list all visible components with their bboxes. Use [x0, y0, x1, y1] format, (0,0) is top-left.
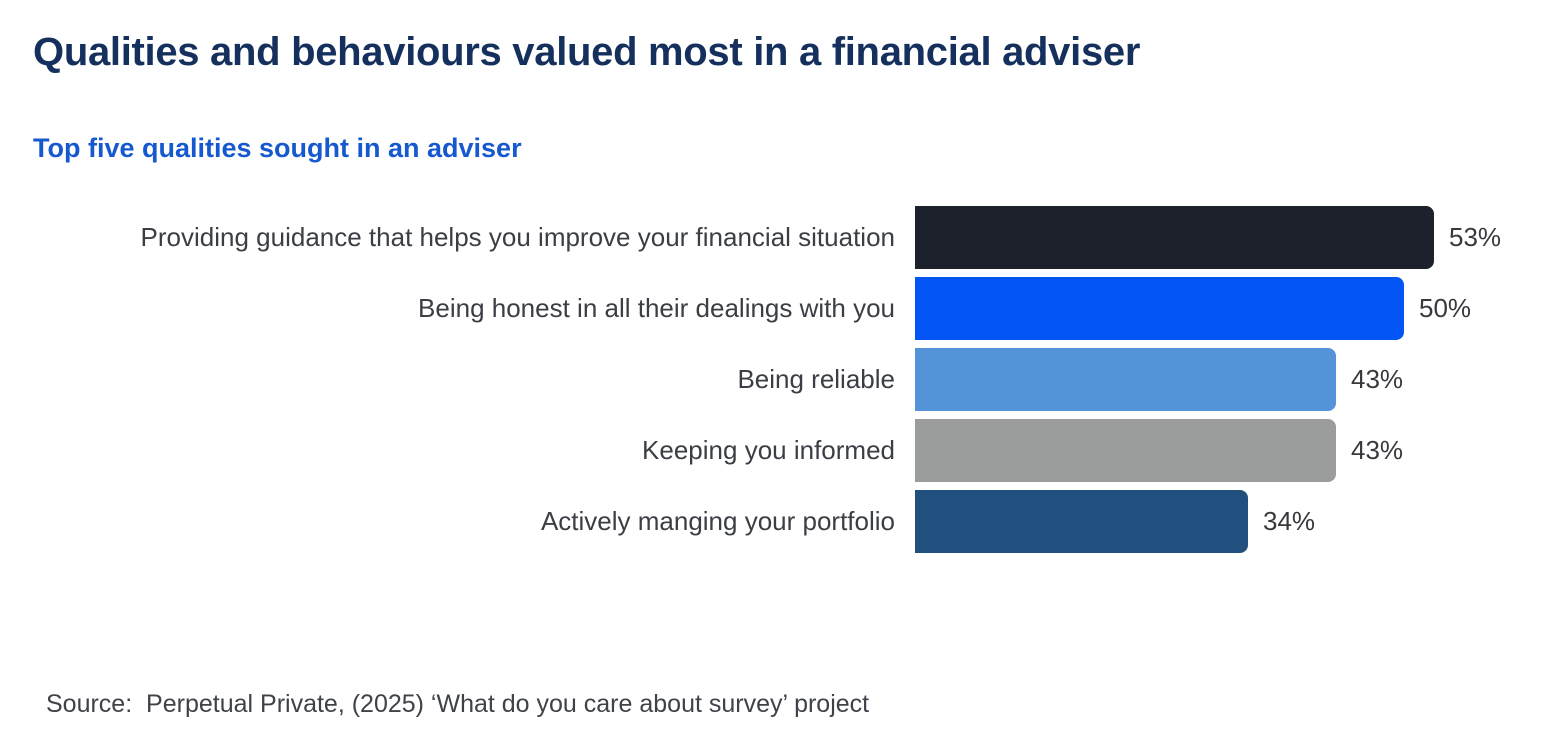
bar-row: Being reliable 43% [0, 348, 1541, 411]
bar [915, 277, 1404, 340]
page-title: Qualities and behaviours valued most in … [33, 30, 1141, 74]
bar [915, 348, 1336, 411]
chart-subtitle: Top five qualities sought in an adviser [33, 133, 522, 163]
bar-row: Being honest in all their dealings with … [0, 277, 1541, 340]
bar-value-label: 43% [1351, 435, 1404, 465]
bar [915, 419, 1336, 482]
bar-label: Being reliable [737, 364, 895, 394]
bar-value-label: 43% [1351, 364, 1404, 394]
bar-label: Providing guidance that helps you improv… [140, 222, 895, 252]
bar-label: Actively manging your portfolio [540, 506, 895, 536]
bar-value-label: 50% [1419, 293, 1472, 323]
bar-row: Keeping you informed 43% [0, 419, 1541, 482]
bar-value-label: 34% [1263, 506, 1316, 536]
bar-value-label: 53% [1449, 222, 1502, 252]
bar [915, 490, 1248, 553]
source-note: Source: Perpetual Private, (2025) ‘What … [46, 690, 870, 718]
bar [915, 206, 1434, 269]
bar-label: Keeping you informed [642, 435, 895, 465]
bar-chart: Providing guidance that helps you improv… [0, 206, 1541, 561]
bar-row: Actively manging your portfolio 34% [0, 490, 1541, 553]
bar-row: Providing guidance that helps you improv… [0, 206, 1541, 269]
bar-label: Being honest in all their dealings with … [418, 293, 895, 323]
